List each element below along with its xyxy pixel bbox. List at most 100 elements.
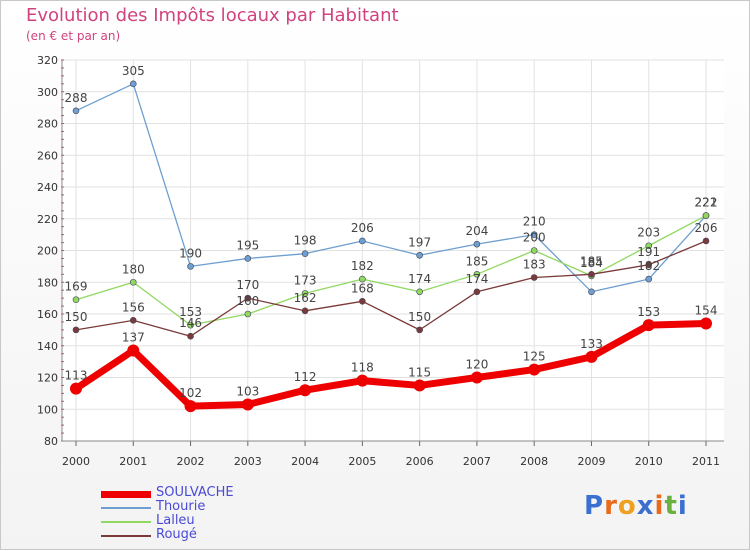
- y-tick-label: 220: [37, 213, 58, 226]
- data-label: 198: [294, 234, 317, 248]
- data-label: 305: [122, 64, 145, 78]
- legend-swatch: [101, 535, 151, 537]
- logo-letter: i: [654, 491, 665, 521]
- x-tick-label: 2011: [692, 455, 720, 468]
- data-label: 150: [65, 310, 88, 324]
- y-tick-label: 200: [37, 245, 58, 258]
- data-label: 146: [179, 316, 202, 330]
- y-tick-label: 160: [37, 308, 58, 321]
- data-point: [413, 379, 426, 392]
- data-label: 133: [580, 337, 603, 351]
- data-point: [301, 290, 309, 297]
- x-tick-label: 2008: [520, 455, 548, 468]
- data-point: [187, 321, 194, 329]
- data-label: 170: [236, 278, 259, 292]
- x-tick-label: 2007: [463, 455, 491, 468]
- data-label: 182: [637, 259, 660, 273]
- data-point: [244, 294, 252, 302]
- data-point: [72, 296, 80, 304]
- data-label: 190: [179, 246, 202, 260]
- data-point: [528, 363, 541, 376]
- data-point: [702, 237, 710, 245]
- data-point: [356, 374, 369, 387]
- y-tick-label: 260: [37, 149, 58, 162]
- data-label: 103: [236, 384, 259, 398]
- data-label: 137: [122, 331, 145, 345]
- logo-letter: i: [677, 491, 688, 521]
- data-point: [470, 371, 483, 384]
- data-point: [416, 251, 423, 259]
- data-label: 288: [65, 91, 88, 105]
- y-tick-label: 140: [37, 340, 58, 353]
- data-point: [299, 384, 312, 397]
- data-point: [642, 319, 655, 332]
- data-label: 180: [122, 262, 145, 276]
- data-label: 206: [695, 221, 718, 235]
- legend-label: Thourie: [156, 499, 206, 514]
- data-point: [530, 231, 538, 238]
- data-label: 120: [465, 358, 488, 372]
- data-label: 182: [351, 259, 374, 273]
- legend-label: Rougé: [156, 527, 197, 542]
- data-point: [473, 240, 481, 248]
- data-label: 191: [637, 245, 660, 259]
- logo-letter: r: [604, 491, 618, 521]
- data-label: 204: [465, 224, 488, 238]
- data-label: 102: [179, 386, 202, 400]
- data-point: [530, 274, 538, 281]
- data-point: [244, 255, 252, 262]
- x-tick-label: 2002: [177, 455, 205, 468]
- data-point: [416, 288, 423, 296]
- data-point: [184, 400, 197, 413]
- x-tick-label: 2003: [234, 455, 262, 468]
- x-tick-label: 2006: [406, 455, 434, 468]
- data-label: 153: [179, 305, 202, 319]
- data-point: [530, 247, 538, 254]
- data-point: [473, 288, 481, 296]
- data-point: [244, 310, 252, 318]
- data-label: 221: [695, 196, 718, 210]
- series-line-rougé: [75, 240, 707, 337]
- data-point: [645, 261, 653, 269]
- data-point: [301, 250, 309, 257]
- data-label: 184: [580, 256, 603, 270]
- data-label: 156: [122, 300, 145, 314]
- data-label: 203: [637, 226, 660, 240]
- data-label: 195: [236, 238, 259, 252]
- data-label: 169: [65, 280, 88, 294]
- x-tick-label: 2004: [291, 455, 319, 468]
- data-point: [588, 288, 595, 296]
- data-label: 210: [523, 215, 546, 229]
- data-point: [72, 326, 80, 334]
- data-label: 150: [408, 310, 431, 324]
- series-line-soulvache: [72, 320, 710, 410]
- data-point: [588, 271, 595, 278]
- legend-swatch: [101, 490, 151, 498]
- data-label: 112: [294, 370, 317, 384]
- legend-label: Lalleu: [156, 513, 195, 528]
- y-tick-label: 280: [37, 118, 58, 131]
- y-tick-label: 100: [37, 403, 58, 416]
- x-tick-label: 2000: [62, 455, 90, 468]
- data-label: 125: [523, 350, 546, 364]
- data-point: [129, 80, 137, 88]
- data-label: 118: [351, 361, 374, 375]
- data-point: [416, 326, 423, 334]
- data-point: [700, 317, 712, 330]
- y-tick-label: 240: [37, 181, 58, 194]
- y-tick-label: 300: [37, 86, 58, 99]
- logo-letter: P: [584, 491, 605, 521]
- data-label: 185: [465, 254, 488, 268]
- data-point: [72, 107, 80, 115]
- data-point: [359, 275, 366, 283]
- data-label: 183: [523, 257, 546, 271]
- data-label: 154: [695, 304, 718, 318]
- data-label: 173: [294, 273, 317, 287]
- data-point: [585, 350, 598, 363]
- data-label: 115: [408, 365, 431, 379]
- data-point: [129, 278, 137, 286]
- data-point: [645, 275, 653, 283]
- data-point: [645, 242, 653, 250]
